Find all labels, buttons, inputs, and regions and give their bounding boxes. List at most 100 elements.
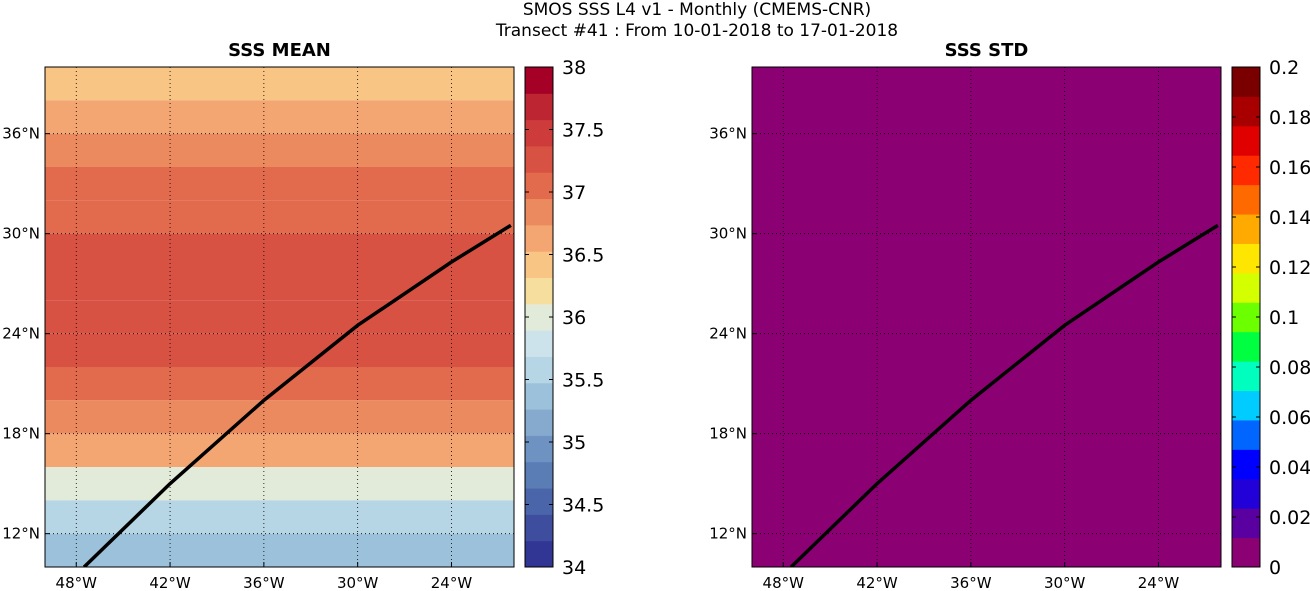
mean-field-band — [45, 67, 514, 101]
mean-xtick-label: 24°W — [431, 574, 473, 591]
mean-colorbar-segment — [525, 172, 553, 200]
mean-field-band — [45, 200, 514, 234]
std-colorbar-tick-label: 0 — [1269, 557, 1281, 579]
std-xtick-label: 36°W — [950, 574, 992, 591]
mean-colorbar-segment — [525, 224, 553, 252]
mean-colorbar-tick-label: 37 — [562, 182, 586, 204]
mean-colorbar-segment — [525, 514, 553, 542]
sss-std-title: SSS STD — [944, 40, 1029, 61]
mean-field-band — [45, 300, 514, 334]
std-colorbar-segment — [1232, 508, 1260, 539]
mean-ytick-label: 30°N — [2, 225, 40, 243]
std-axes-frame — [751, 66, 1222, 568]
std-colorbar-tick-label: 0.04 — [1269, 457, 1310, 479]
panel-mean: 48°W 42°W 36°W 30°W 24°W 12°N 18°N 24°N 30°N 36°N… — [2, 57, 604, 591]
mean-colorbar-segment — [525, 119, 553, 147]
mean-colorbar-tick-label: 36 — [562, 307, 586, 329]
std-colorbar-segment — [1232, 67, 1260, 97]
mean-colorbar-segment — [525, 409, 553, 436]
std-colorbar-segment — [1232, 214, 1260, 244]
mean-colorbar-segment — [525, 251, 553, 279]
std-ytick-label: 30°N — [709, 225, 747, 243]
std-colorbar-segment — [1232, 272, 1260, 303]
std-field-fill — [752, 67, 1221, 567]
std-colorbar-tick-label: 0.06 — [1269, 407, 1310, 429]
sss-mean-title: SSS MEAN — [228, 40, 331, 61]
mean-colorbar-segment — [525, 435, 553, 463]
std-colorbar-tick-label: 0.02 — [1269, 507, 1310, 529]
std-colorbar-segment — [1232, 125, 1260, 156]
std-xtick-label: 48°W — [763, 574, 805, 591]
mean-colorbar-segment — [525, 382, 553, 410]
std-colorbar-segment — [1232, 155, 1260, 186]
mean-field-band — [45, 400, 514, 434]
mean-colorbar-segment — [525, 277, 553, 305]
figure-title-line1: SMOS SSS L4 v1 - Monthly (CMEMS-CNR) — [522, 0, 872, 20]
mean-colorbar-segment — [525, 330, 553, 357]
std-ytick-label: 36°N — [709, 125, 747, 143]
std-xtick-label: 42°W — [856, 574, 898, 591]
mean-xtick-label: 36°W — [243, 574, 285, 591]
mean-colorbar-tick-label: 37.5 — [562, 120, 604, 142]
std-colorbar-segment — [1232, 419, 1260, 450]
mean-colorbar-segment — [525, 356, 553, 384]
mean-ytick-label: 12°N — [2, 525, 40, 543]
std-colorbar-segment — [1232, 449, 1260, 480]
std-colorbar-segment — [1232, 390, 1260, 421]
mean-colorbar-segment — [525, 461, 553, 489]
std-colorbar-segment — [1232, 478, 1260, 509]
mean-colorbar-segment — [525, 145, 553, 173]
std-colorbar-tick-label: 0.16 — [1269, 157, 1310, 179]
mean-colorbar-segment — [525, 93, 553, 121]
std-colorbar-segment — [1232, 243, 1260, 274]
mean-colorbar-tick-label: 36.5 — [562, 245, 604, 267]
std-xtick-label: 30°W — [1044, 574, 1086, 591]
std-field — [752, 67, 1221, 567]
mean-field-band — [45, 433, 514, 467]
mean-colorbar-segment — [525, 303, 553, 331]
mean-field-band — [45, 133, 514, 167]
std-ytick-label: 24°N — [709, 325, 747, 343]
mean-colorbar-tick-label: 35.5 — [562, 370, 604, 392]
std-colorbar-tick-label: 0.18 — [1269, 107, 1310, 129]
mean-ytick-label: 24°N — [2, 325, 40, 343]
std-colorbar-tick-label: 0.14 — [1269, 207, 1310, 229]
mean-xtick-label: 42°W — [149, 574, 191, 591]
std-colorbar: 0 0.02 0.04 0.06 0.08 0.1 0.12 0.14 0.16 0.18 0.2 — [1231, 57, 1310, 579]
std-ytick-label: 18°N — [709, 425, 747, 443]
std-colorbar-tick-label: 0.1 — [1269, 307, 1299, 329]
mean-field-band — [45, 467, 514, 501]
mean-colorbar-segment — [525, 540, 553, 568]
mean-field-band — [45, 533, 514, 567]
figure-title-line2: Transect #41 : From 10-01-2018 to 17-01-… — [495, 21, 899, 41]
std-colorbar-segment — [1232, 537, 1260, 568]
mean-colorbar-segment — [525, 67, 553, 94]
mean-colorbar-tick-label: 38 — [562, 57, 586, 79]
mean-colorbar-segment — [525, 198, 553, 226]
panel-std: 48°W 42°W 36°W 30°W 24°W 12°N 18°N 24°N 30°N 36°N… — [709, 57, 1310, 591]
mean-field — [45, 67, 514, 567]
mean-field-band — [45, 100, 514, 134]
std-colorbar-segment — [1232, 184, 1260, 215]
std-transect-line — [789, 223, 1219, 567]
mean-field-band — [45, 167, 514, 201]
mean-ytick-label: 36°N — [2, 125, 40, 143]
mean-colorbar-tick-label: 35 — [562, 432, 586, 454]
mean-transect-line — [82, 223, 512, 567]
std-colorbar-tick-label: 0.08 — [1269, 357, 1310, 379]
mean-colorbar: 34 34.5 35 35.5 36 36.5 37 37.5 38 — [524, 57, 604, 579]
mean-axes-frame — [44, 66, 515, 568]
std-colorbar-segment — [1232, 96, 1260, 127]
mean-field-band — [45, 367, 514, 401]
std-colorbar-tick-label: 0.2 — [1269, 57, 1299, 79]
mean-field-band — [45, 500, 514, 534]
mean-colorbar-tick-label: 34.5 — [562, 495, 604, 517]
mean-field-band — [45, 267, 514, 301]
std-colorbar-segment — [1232, 302, 1260, 333]
mean-field-band — [45, 233, 514, 267]
mean-xtick-label: 48°W — [56, 574, 98, 591]
mean-xtick-label: 30°W — [337, 574, 379, 591]
mean-colorbar-tick-label: 34 — [562, 557, 586, 579]
mean-field-band — [45, 333, 514, 367]
